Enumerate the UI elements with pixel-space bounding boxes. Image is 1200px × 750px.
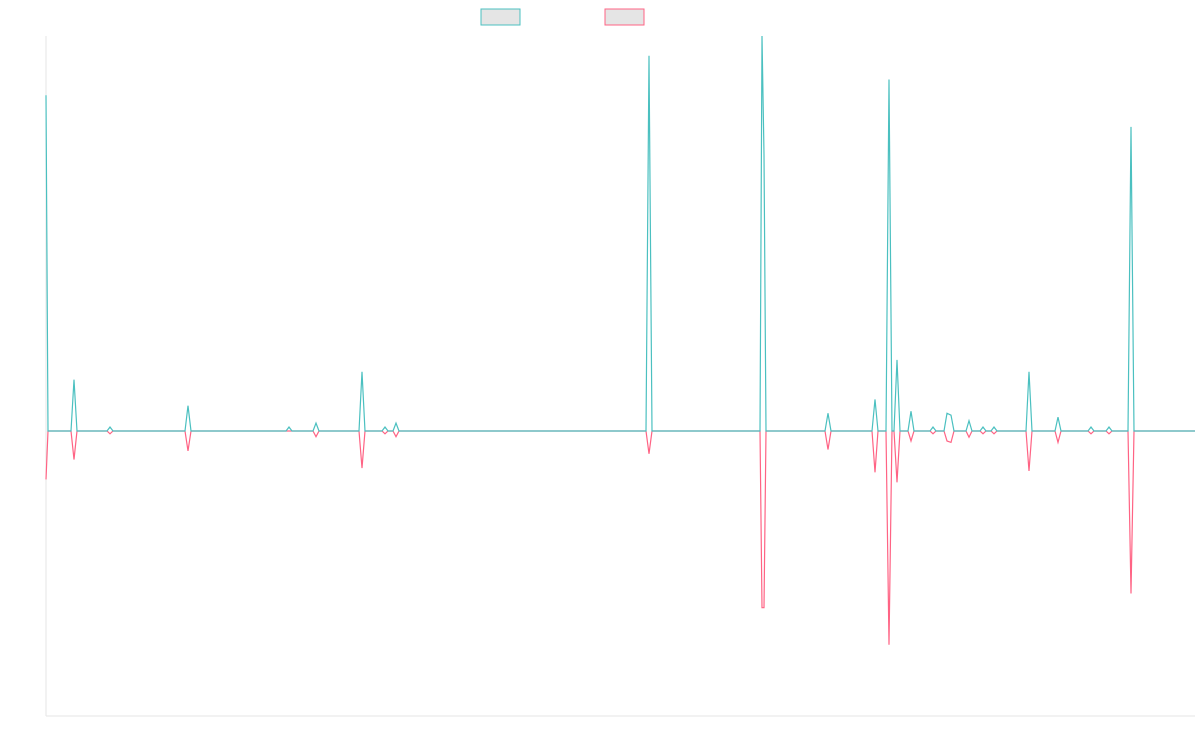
series-layer [45, 35, 1195, 645]
legend-swatch-1 [604, 8, 645, 26]
series-line-0 [45, 35, 1195, 432]
legend-item-0[interactable] [480, 8, 521, 26]
legend-swatch-0 [480, 8, 521, 26]
chart-legend [480, 8, 645, 26]
legend-item-1[interactable] [604, 8, 645, 26]
chart-axes [45, 36, 1195, 717]
series-line-1 [45, 430, 1195, 645]
